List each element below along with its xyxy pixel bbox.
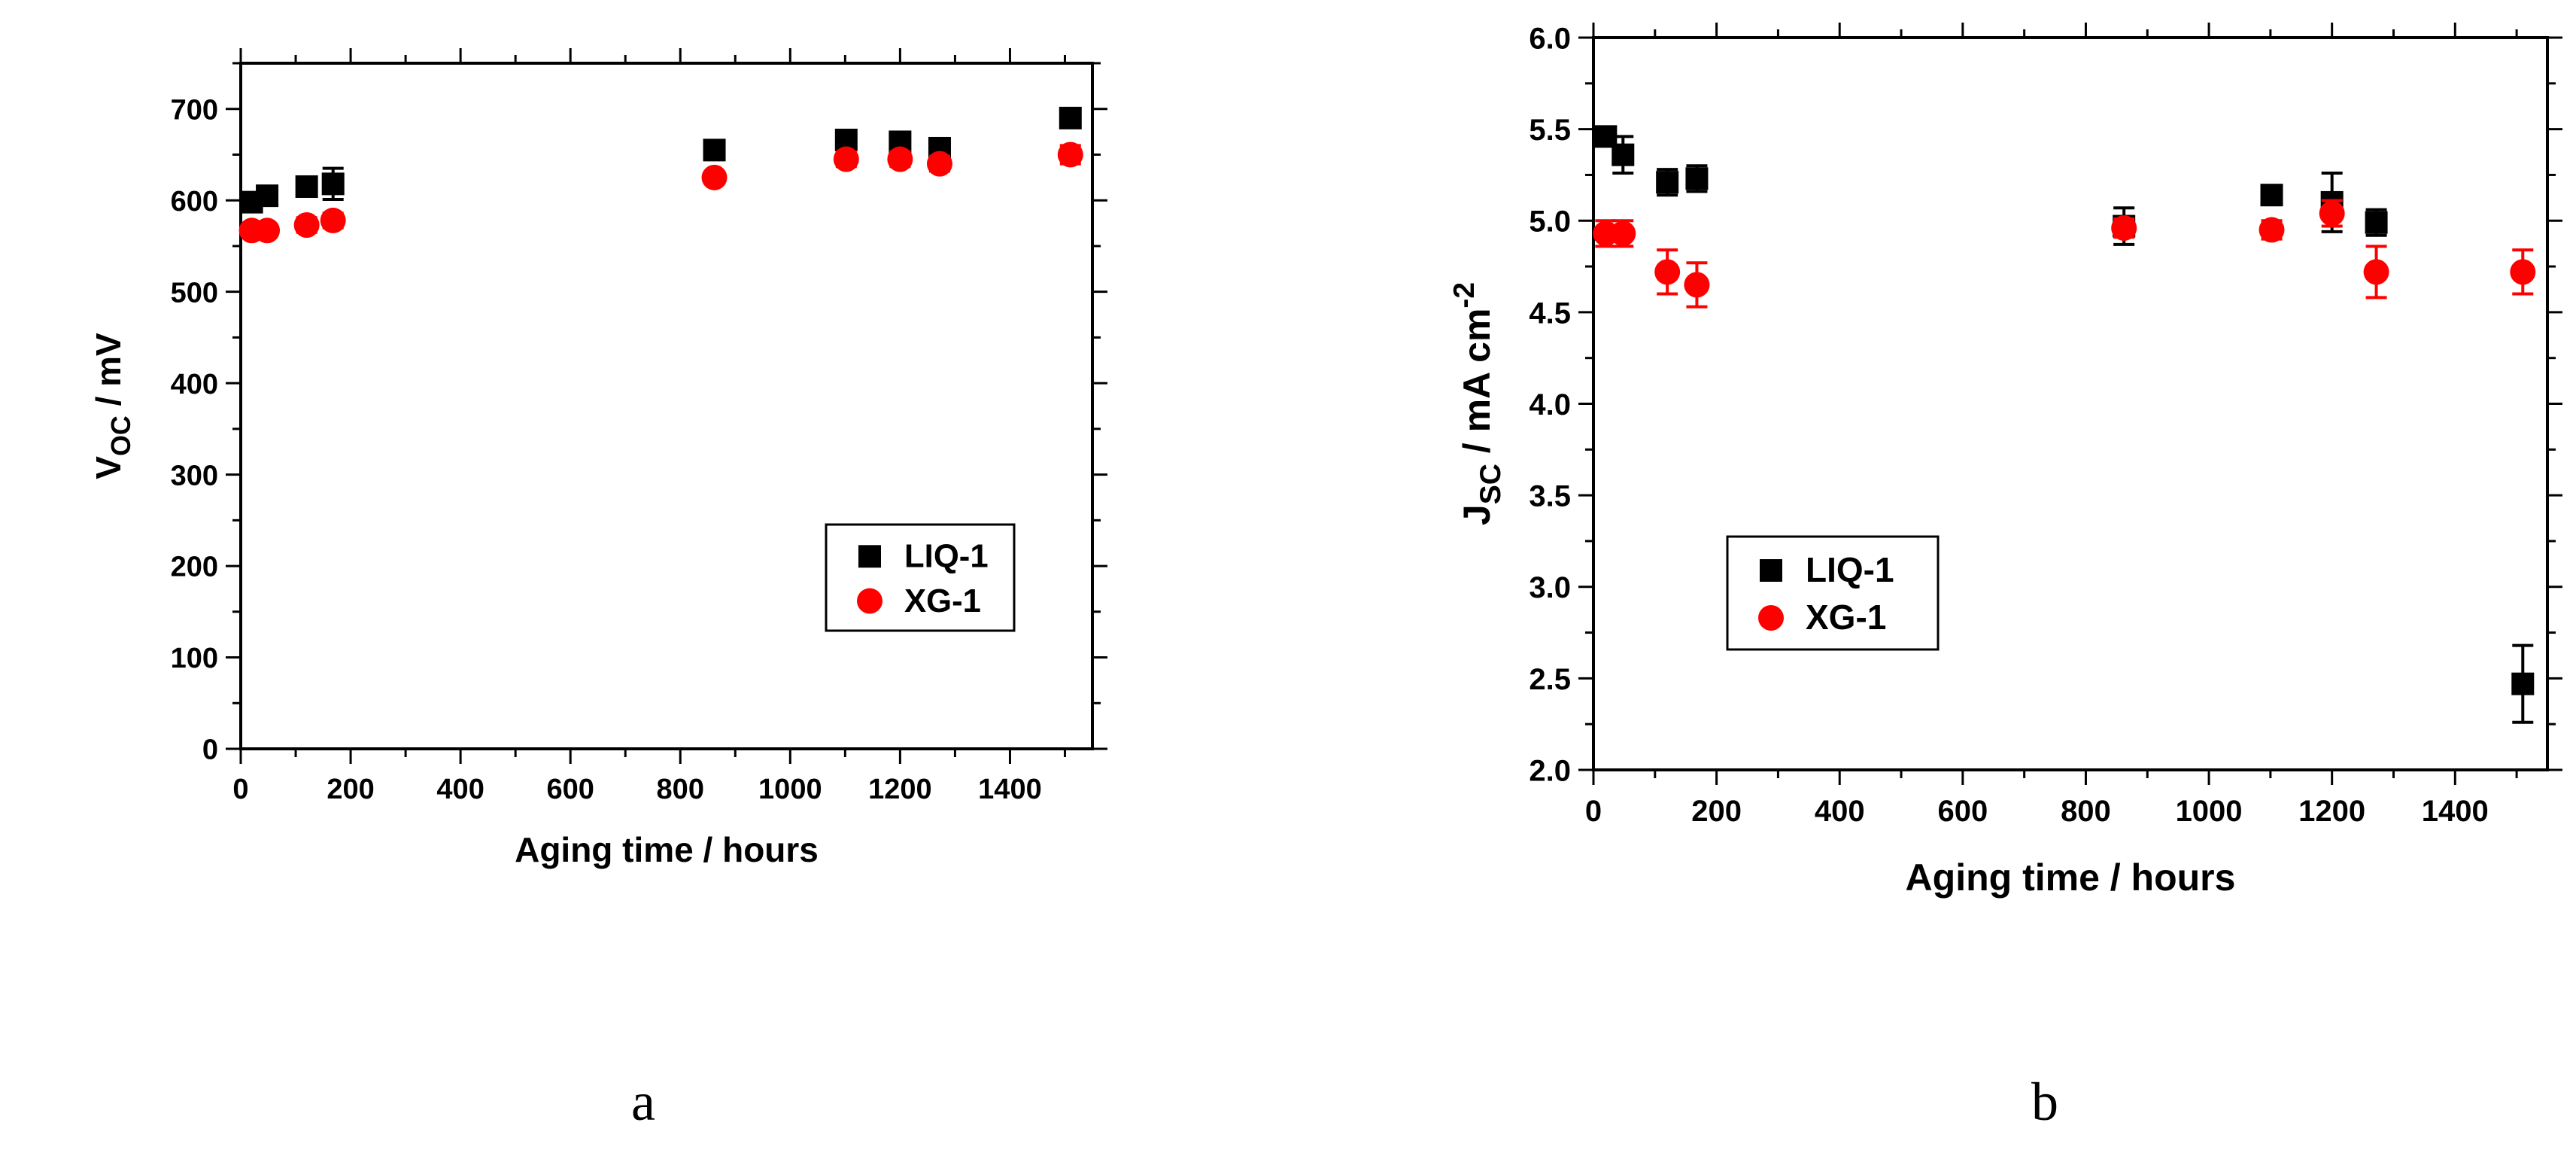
legend-label: XG-1 (904, 583, 981, 619)
panel-caption: b (2031, 1072, 2058, 1132)
x-tick-label: 0 (232, 774, 248, 805)
data-point (321, 172, 345, 196)
data-point (1057, 141, 1083, 168)
y-tick-label: 5.5 (1529, 114, 1571, 147)
data-point (1059, 106, 1082, 129)
series-liq-1 (240, 106, 1082, 214)
legend-label: LIQ-1 (904, 538, 989, 575)
y-axis-label: JSC / mA cm-2 (1448, 282, 1507, 525)
y-axis-label: VOC / mV (89, 333, 136, 479)
legend: LIQ-1 XG-1 (825, 523, 1016, 632)
series-xg-1 (1593, 199, 2536, 309)
x-tick-label: 800 (657, 774, 704, 805)
data-point (1685, 167, 1709, 190)
data-point (1656, 171, 1679, 194)
y-tick-label: 3.0 (1529, 571, 1571, 604)
y-tick-label: 4.0 (1529, 388, 1571, 421)
x-tick-label: 1400 (978, 774, 1042, 805)
data-point (1684, 272, 1710, 298)
x-tick-label: 1000 (2176, 795, 2243, 828)
data-point (833, 146, 859, 172)
data-point (701, 164, 728, 190)
data-point (2511, 672, 2535, 695)
y-tick-label: 400 (171, 369, 218, 400)
x-axis-label: Aging time / hours (1906, 856, 2236, 899)
data-point (2259, 217, 2285, 243)
legend-marker-circle (1758, 605, 1784, 631)
y-axis-label-rest: / mV (89, 333, 128, 415)
x-tick-label: 400 (436, 774, 484, 805)
y-tick-label: 2.0 (1529, 754, 1571, 787)
x-tick-label: 1400 (2422, 795, 2489, 828)
y-tick-label: 200 (171, 552, 218, 583)
data-point (2510, 259, 2536, 285)
legend-label: LIQ-1 (1806, 550, 1894, 589)
legend-marker-circle (857, 588, 882, 614)
data-point (926, 151, 952, 177)
data-point (887, 146, 913, 172)
y-axis-label-sup: -2 (1448, 282, 1481, 309)
y-axis-label-main: J (1456, 504, 1498, 525)
y-tick-label: 700 (171, 94, 218, 126)
x-tick-label: 600 (1937, 795, 1988, 828)
data-point (295, 175, 318, 198)
data-point (320, 207, 346, 233)
y-tick-label: 100 (171, 643, 218, 674)
y-tick-label: 2.5 (1529, 663, 1571, 696)
x-tick-label: 0 (1585, 795, 1602, 828)
x-axis-label: Aging time / hours (515, 830, 819, 869)
plot-frame (239, 62, 1094, 750)
data-point (2319, 200, 2345, 227)
y-axis-label-sub: SC (1475, 464, 1507, 504)
y-axis-label-rest: / mA cm (1456, 309, 1498, 464)
legend-frame (825, 523, 1016, 632)
y-axis-label-sub: OC (106, 415, 136, 456)
legend-frame (1726, 535, 1940, 651)
x-tick-label: 1200 (868, 774, 932, 805)
data-point (703, 138, 726, 162)
legend-marker-square (858, 545, 881, 568)
chart-panel-b: 0 200 400 600 800 1000 1200 1400 2.0 2.5 3.0 3.5 4.0… (1448, 22, 2562, 899)
data-point (254, 217, 281, 244)
y-tick-label: 500 (171, 277, 218, 309)
panel-caption: a (631, 1072, 655, 1132)
data-point (293, 211, 320, 238)
y-tick-label: 5.0 (1529, 205, 1571, 239)
data-point (1654, 259, 1681, 285)
data-point (2363, 259, 2389, 285)
data-point (256, 184, 279, 208)
chart-panel-a: 0 200 400 600 800 1000 1200 1400 0 100 200 300 400 50… (89, 48, 1107, 869)
x-tick-label: 1200 (2298, 795, 2365, 828)
y-tick-label: 4.5 (1529, 297, 1571, 330)
x-tick-label: 400 (1815, 795, 1865, 828)
data-point (2111, 214, 2137, 241)
legend: LIQ-1 XG-1 (1726, 535, 1940, 651)
y-tick-label: 0 (202, 735, 218, 766)
y-tick-label: 6.0 (1529, 22, 1571, 55)
data-point (2365, 211, 2388, 234)
y-axis-label-main: V (89, 456, 128, 479)
legend-label: XG-1 (1806, 598, 1886, 637)
series-xg-1 (238, 141, 1083, 244)
x-tick-label: 800 (2061, 795, 2111, 828)
data-point (2260, 184, 2283, 207)
y-tick-label: 3.5 (1529, 480, 1571, 513)
legend-marker-square (1760, 559, 1782, 582)
x-tick-label: 200 (327, 774, 374, 805)
data-point (1612, 143, 1635, 166)
y-tick-label: 600 (171, 186, 218, 217)
data-point (1610, 221, 1636, 247)
x-tick-label: 200 (1691, 795, 1742, 828)
x-tick-label: 600 (546, 774, 594, 805)
y-tick-label: 300 (171, 460, 218, 491)
x-tick-label: 1000 (758, 774, 822, 805)
